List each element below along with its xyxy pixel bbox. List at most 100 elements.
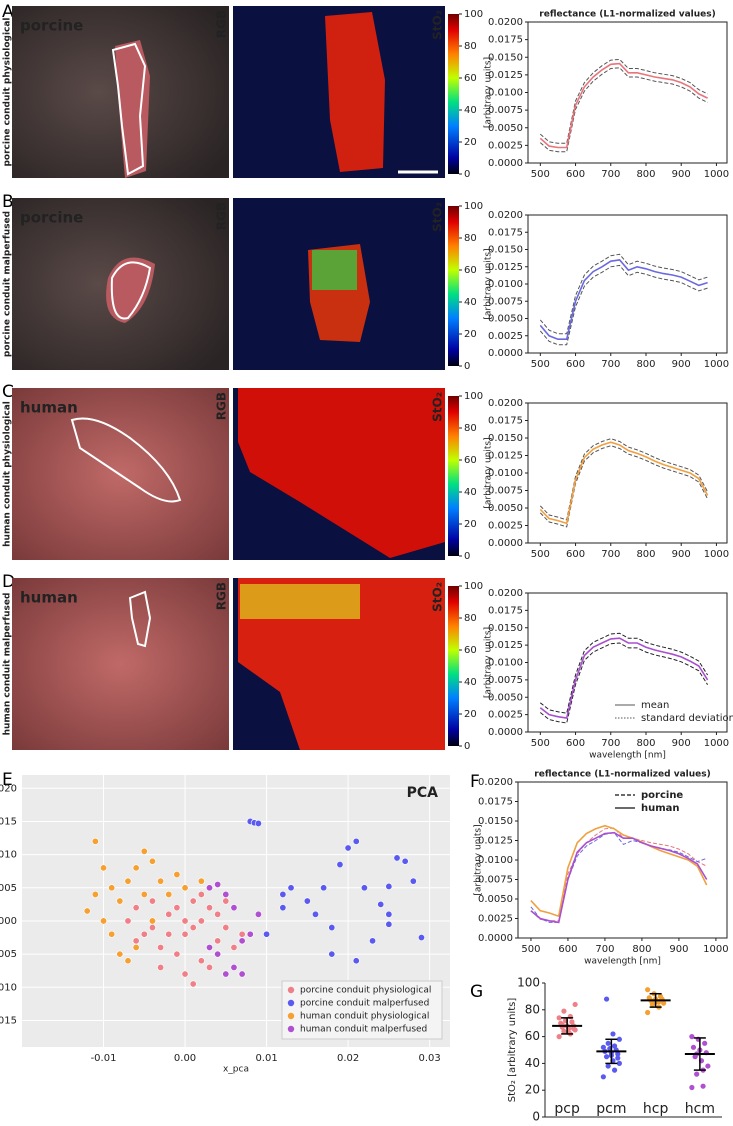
- point: [197, 877, 205, 885]
- colorbar-tick-label: 20: [464, 519, 477, 530]
- point: [616, 1060, 622, 1066]
- colorbar-tick-label: 40: [464, 487, 477, 498]
- x-tick-label: 900: [672, 738, 691, 749]
- colorbar-tick-label: 0: [464, 169, 470, 180]
- y-tick-label: 0.0150: [478, 816, 513, 827]
- point: [320, 884, 328, 892]
- point: [263, 930, 271, 938]
- point: [108, 884, 116, 892]
- point: [336, 861, 344, 869]
- y-tick-label: 0.0100: [478, 855, 513, 866]
- y-tick-label: 20: [525, 1083, 540, 1097]
- y-tick-label: 0.0050: [488, 503, 523, 514]
- y-tick-label: 0.0050: [488, 314, 523, 325]
- sto2-mid: [240, 584, 360, 619]
- y-tick-label: -0.015: [0, 1015, 17, 1026]
- chart-title: PCA: [407, 785, 439, 801]
- point: [124, 877, 132, 885]
- point: [561, 1028, 567, 1034]
- x-axis-label: wavelength [nm]: [589, 751, 666, 761]
- point: [311, 910, 319, 918]
- point: [108, 930, 116, 938]
- y-tick-label: 80: [525, 1002, 540, 1016]
- x-tick-label: 0.02: [337, 1053, 359, 1064]
- y-tick-label: 0.0025: [478, 914, 513, 925]
- y-tick-label: 0.0075: [488, 486, 523, 497]
- colorbar: [448, 586, 459, 746]
- point: [605, 1063, 611, 1069]
- point: [328, 950, 336, 958]
- y-tick-label: 0.0100: [488, 88, 523, 99]
- colorbar-tick-label: 60: [464, 265, 477, 276]
- colorbar-tick-label: 60: [464, 73, 477, 84]
- side-label: porcine conduit physiological: [3, 17, 13, 166]
- colorbar-tick-label: 60: [464, 645, 477, 656]
- point: [600, 1044, 606, 1050]
- point: [100, 864, 108, 872]
- panel-letter: E: [2, 770, 13, 790]
- colorbar-tick-label: 80: [464, 41, 477, 52]
- y-tick-label: 100: [517, 976, 540, 990]
- colorbar-tick-label: 0: [464, 741, 470, 752]
- colorbar-tick-label: 20: [464, 137, 477, 148]
- point: [206, 943, 214, 951]
- species-label: human: [20, 399, 78, 417]
- point: [206, 904, 214, 912]
- x-tick-label: pcm: [596, 1101, 626, 1117]
- spectrum-line: [539, 259, 708, 340]
- colorbar-tick-label: 20: [464, 709, 477, 720]
- colorbar-tick-label: 100: [464, 201, 483, 212]
- point: [603, 1054, 610, 1060]
- y-tick-label: 0.0175: [488, 35, 523, 46]
- x-tick-label: 1000: [704, 169, 729, 180]
- y-tick-label: 0.020: [0, 783, 17, 794]
- x-tick-label: 1000: [704, 359, 729, 370]
- x-tick-label: 500: [531, 359, 550, 370]
- point: [611, 1067, 618, 1073]
- spectrum-line: [539, 58, 708, 144]
- colorbar: [448, 396, 459, 556]
- spectrum-line: [539, 253, 708, 335]
- x-tick-label: 500: [521, 944, 540, 955]
- legend-label: human conduit physiological: [300, 1012, 429, 1022]
- point: [287, 884, 295, 892]
- point: [214, 950, 222, 958]
- plot-frame: [527, 214, 728, 354]
- x-tick-label: 600: [558, 944, 577, 955]
- legend-label: human conduit malperfused: [300, 1025, 427, 1035]
- point: [352, 957, 360, 965]
- plot-frame: [527, 21, 728, 164]
- chart-title: reflectance (L1-normalized values): [539, 10, 715, 20]
- rgb-label: RGB: [215, 10, 229, 38]
- y-axis-label: [arbitrary units]: [484, 627, 494, 698]
- point: [189, 980, 197, 988]
- point: [645, 987, 651, 993]
- y-tick-label: 0.0200: [478, 777, 513, 788]
- point: [556, 1034, 562, 1040]
- y-tick-label: 0.0025: [488, 140, 523, 151]
- point: [572, 1001, 578, 1008]
- point: [100, 917, 108, 925]
- rgb-label: RGB: [215, 582, 229, 610]
- legend-label: porcine: [641, 790, 683, 801]
- point: [132, 937, 140, 945]
- legend-label: mean: [641, 700, 669, 711]
- legend-label: porcine conduit malperfused: [300, 999, 429, 1009]
- legend-swatch: [287, 986, 295, 994]
- legend-label: porcine conduit physiological: [300, 986, 431, 996]
- point: [206, 884, 214, 892]
- colorbar-tick-label: 0: [464, 361, 470, 372]
- point: [148, 857, 156, 865]
- point: [197, 917, 205, 925]
- point: [569, 1019, 575, 1025]
- x-tick-label: -0.01: [91, 1053, 117, 1064]
- point: [165, 930, 173, 938]
- y-tick-label: 0.0150: [488, 623, 523, 634]
- roi-contour: [128, 590, 152, 648]
- point: [214, 910, 222, 918]
- x-tick-label: 900: [669, 944, 688, 955]
- x-tick-label: 1000: [704, 549, 729, 560]
- spectrum-line: [539, 441, 709, 525]
- spectrum-line: [539, 632, 709, 714]
